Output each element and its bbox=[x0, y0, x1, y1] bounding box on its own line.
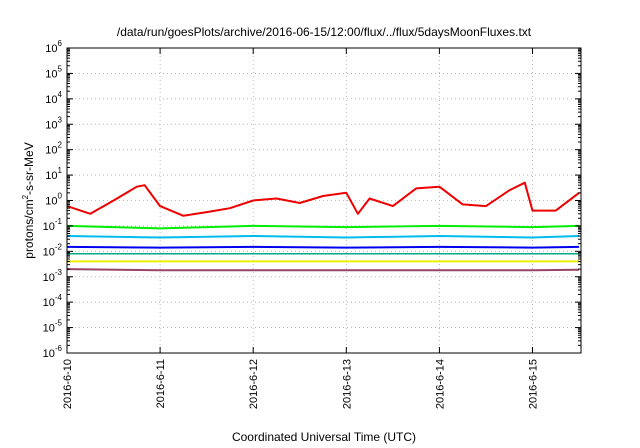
y-tick-base: 10 bbox=[43, 246, 55, 258]
chart-title: /data/run/goesPlots/archive/2016-06-15/1… bbox=[117, 25, 532, 39]
x-tick-label: 2016-6-15 bbox=[528, 359, 540, 409]
y-tick-base: 10 bbox=[45, 94, 57, 106]
y-tick-label: 106 bbox=[45, 39, 62, 55]
y-tick-exponent: 0 bbox=[58, 192, 63, 201]
y-tick-base: 10 bbox=[45, 170, 57, 182]
y-tick-base: 10 bbox=[45, 145, 57, 157]
x-tick-label: 2016-6-13 bbox=[341, 359, 353, 409]
y-tick-exponent: 6 bbox=[58, 39, 63, 48]
x-tick-label: 2016-6-11 bbox=[155, 359, 167, 408]
y-tick-base: 10 bbox=[43, 272, 55, 284]
y-axis-label-post: -s-sr-MeV bbox=[22, 142, 36, 195]
y-tick-label: 10-3 bbox=[43, 268, 63, 284]
y-tick-exponent: -5 bbox=[55, 319, 63, 328]
x-tick-label: 2016-6-12 bbox=[248, 359, 260, 409]
y-tick-exponent: -3 bbox=[55, 268, 63, 277]
y-tick-exponent: 4 bbox=[58, 90, 63, 99]
y-tick-label: 103 bbox=[45, 115, 62, 131]
x-axis-label: Coordinated Universal Time (UTC) bbox=[232, 430, 416, 444]
y-tick-base: 10 bbox=[43, 323, 55, 335]
y-tick-base: 10 bbox=[43, 297, 55, 309]
y-tick-label: 10-5 bbox=[43, 319, 63, 335]
y-axis-label: protons/cm2-s-sr-MeV bbox=[21, 142, 36, 258]
y-axis-label-pre: protons/cm bbox=[22, 199, 36, 258]
y-tick-exponent: 1 bbox=[58, 166, 63, 175]
series-line bbox=[66, 268, 580, 272]
y-tick-label: 102 bbox=[45, 141, 62, 157]
series-4 bbox=[66, 245, 580, 249]
y-tick-label: 10-6 bbox=[43, 344, 63, 360]
y-tick-base: 10 bbox=[45, 196, 57, 208]
y-tick-base: 10 bbox=[45, 68, 57, 80]
y-tick-exponent: 3 bbox=[58, 115, 63, 124]
y-tick-base: 10 bbox=[43, 348, 55, 360]
series-3 bbox=[66, 235, 580, 239]
y-tick-exponent: 2 bbox=[58, 141, 63, 150]
y-tick-exponent: -6 bbox=[55, 344, 63, 353]
y-tick-exponent: -2 bbox=[55, 242, 63, 251]
series-line bbox=[66, 181, 580, 217]
y-tick-label: 104 bbox=[45, 90, 62, 106]
y-tick-label: 10-1 bbox=[43, 217, 63, 233]
series-7 bbox=[66, 268, 580, 272]
y-tick-exponent: 5 bbox=[58, 64, 63, 73]
y-tick-label: 10-2 bbox=[43, 242, 63, 258]
y-tick-label: 101 bbox=[45, 166, 62, 182]
y-tick-label: 105 bbox=[45, 64, 62, 80]
y-tick-label: 100 bbox=[45, 192, 62, 208]
y-tick-exponent: -4 bbox=[55, 293, 63, 302]
axis-ticks: 10-610-510-410-310-210-11001011021031041… bbox=[43, 39, 581, 409]
series-line bbox=[66, 224, 580, 230]
y-tick-base: 10 bbox=[43, 221, 55, 233]
x-tick-label: 2016-6-10 bbox=[62, 359, 74, 409]
series-layer bbox=[66, 181, 580, 272]
y-tick-base: 10 bbox=[45, 119, 57, 131]
y-tick-label: 10-4 bbox=[43, 293, 63, 309]
series-line bbox=[66, 235, 580, 239]
y-tick-exponent: -1 bbox=[55, 217, 63, 226]
series-1 bbox=[66, 181, 580, 217]
x-tick-label: 2016-6-14 bbox=[434, 359, 446, 409]
grid bbox=[67, 48, 581, 353]
series-line bbox=[66, 245, 580, 249]
y-tick-base: 10 bbox=[45, 43, 57, 55]
y-axis-label-sup: 2 bbox=[21, 194, 30, 199]
